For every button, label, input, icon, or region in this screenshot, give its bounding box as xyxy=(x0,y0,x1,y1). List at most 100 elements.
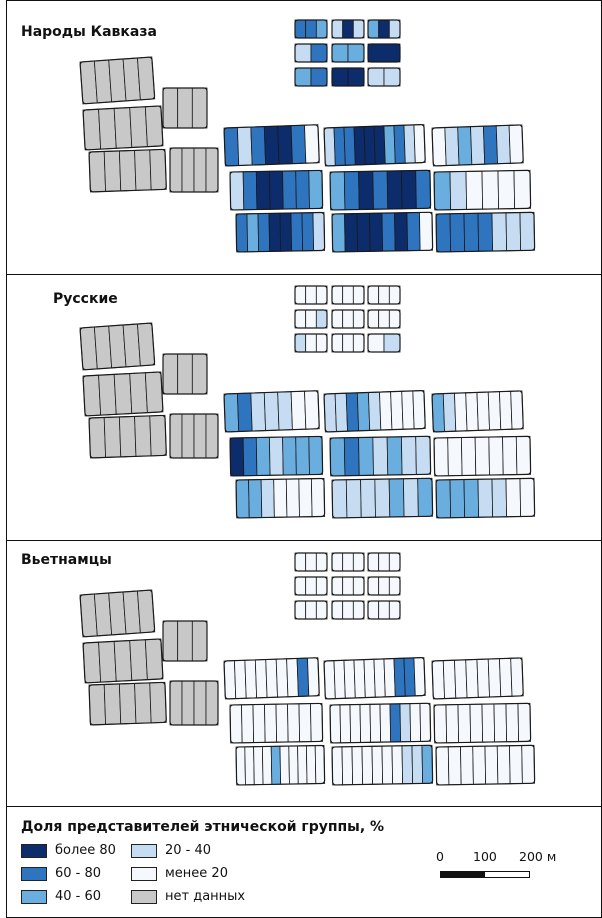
parcel xyxy=(331,285,344,305)
parcel xyxy=(177,353,193,395)
parcel xyxy=(369,212,384,252)
parcel xyxy=(307,657,320,697)
parcel xyxy=(305,309,317,329)
block-outline xyxy=(223,124,320,167)
parcel xyxy=(367,43,401,63)
parcel xyxy=(497,170,516,210)
parcel xyxy=(113,373,133,415)
parcel xyxy=(118,682,137,725)
parcel xyxy=(304,124,320,164)
parcel xyxy=(162,353,179,395)
parcel xyxy=(431,127,447,167)
parcel xyxy=(253,746,264,786)
residential-block xyxy=(331,477,434,519)
parcel xyxy=(118,149,137,192)
parcel xyxy=(331,333,344,353)
frame-top-line xyxy=(6,0,602,1)
parcel xyxy=(373,658,386,698)
parcel xyxy=(191,620,208,662)
legend-swatch xyxy=(21,843,47,858)
parcel xyxy=(294,19,307,39)
parcel xyxy=(447,746,462,786)
parcel xyxy=(383,67,401,87)
block-outline xyxy=(223,657,320,700)
parcel xyxy=(263,125,280,165)
parcel xyxy=(193,147,207,193)
parcel xyxy=(264,703,278,743)
small-block xyxy=(331,285,365,305)
parcel xyxy=(449,171,468,211)
block-outline xyxy=(331,576,365,596)
parcel xyxy=(465,170,484,210)
no-data-block xyxy=(162,87,208,129)
parcel xyxy=(193,413,207,459)
parcel xyxy=(277,125,293,165)
parcel xyxy=(237,392,253,432)
parcel xyxy=(273,478,288,518)
parcel xyxy=(342,576,354,596)
block-outline xyxy=(235,744,326,786)
panel-title-russian: Русские xyxy=(53,291,118,307)
block-outline xyxy=(329,169,432,211)
parcel xyxy=(519,477,536,517)
parcel xyxy=(345,479,362,519)
parcel xyxy=(294,67,312,87)
parcel xyxy=(403,478,419,518)
parcel xyxy=(433,704,448,744)
small-block xyxy=(294,552,328,572)
parcel xyxy=(331,552,344,572)
parcel xyxy=(488,436,504,476)
block-outline xyxy=(431,657,524,700)
parcel xyxy=(378,19,390,39)
parcel xyxy=(250,126,267,166)
small-block xyxy=(331,43,365,63)
panel-divider-2 xyxy=(6,540,602,541)
parcel xyxy=(144,638,164,681)
parcel xyxy=(82,108,102,151)
parcel xyxy=(279,745,290,785)
no-data-block xyxy=(79,589,156,638)
block-outline xyxy=(367,67,401,87)
residential-block xyxy=(323,124,426,167)
parcel xyxy=(254,659,268,699)
parcel xyxy=(388,285,401,305)
parcel xyxy=(499,390,513,431)
block-outline xyxy=(323,390,426,433)
parcel xyxy=(415,169,432,209)
residential-block xyxy=(229,169,324,211)
parcel xyxy=(465,392,479,432)
block-outline xyxy=(331,333,365,353)
parcel xyxy=(517,702,532,742)
parcel xyxy=(484,745,499,785)
map-russian xyxy=(79,285,536,519)
small-block xyxy=(331,333,365,353)
residential-block xyxy=(331,211,434,253)
parcel xyxy=(235,479,250,519)
parcel xyxy=(352,285,365,305)
parcel xyxy=(144,105,164,148)
parcel xyxy=(298,478,313,518)
block-outline xyxy=(331,744,434,786)
small-block xyxy=(367,67,401,87)
parcel xyxy=(88,684,107,726)
legend-swatch xyxy=(21,866,47,881)
parcel xyxy=(449,213,466,253)
parcel xyxy=(353,126,366,166)
parcel xyxy=(229,171,245,211)
parcel xyxy=(315,576,328,596)
legend-item-20-40: 20 - 40 xyxy=(131,843,211,858)
panel-divider-3 xyxy=(6,806,602,807)
parcel xyxy=(342,600,354,620)
block-outline xyxy=(82,105,164,151)
parcel xyxy=(169,147,183,193)
parcel xyxy=(411,745,424,785)
parcel xyxy=(442,392,457,432)
block-outline xyxy=(367,552,401,572)
block-outline xyxy=(367,600,401,620)
parcel xyxy=(391,745,404,785)
parcel xyxy=(331,309,344,329)
parcel xyxy=(298,703,312,743)
parcel xyxy=(308,169,324,210)
parcel xyxy=(379,703,392,743)
parcel xyxy=(252,703,266,743)
